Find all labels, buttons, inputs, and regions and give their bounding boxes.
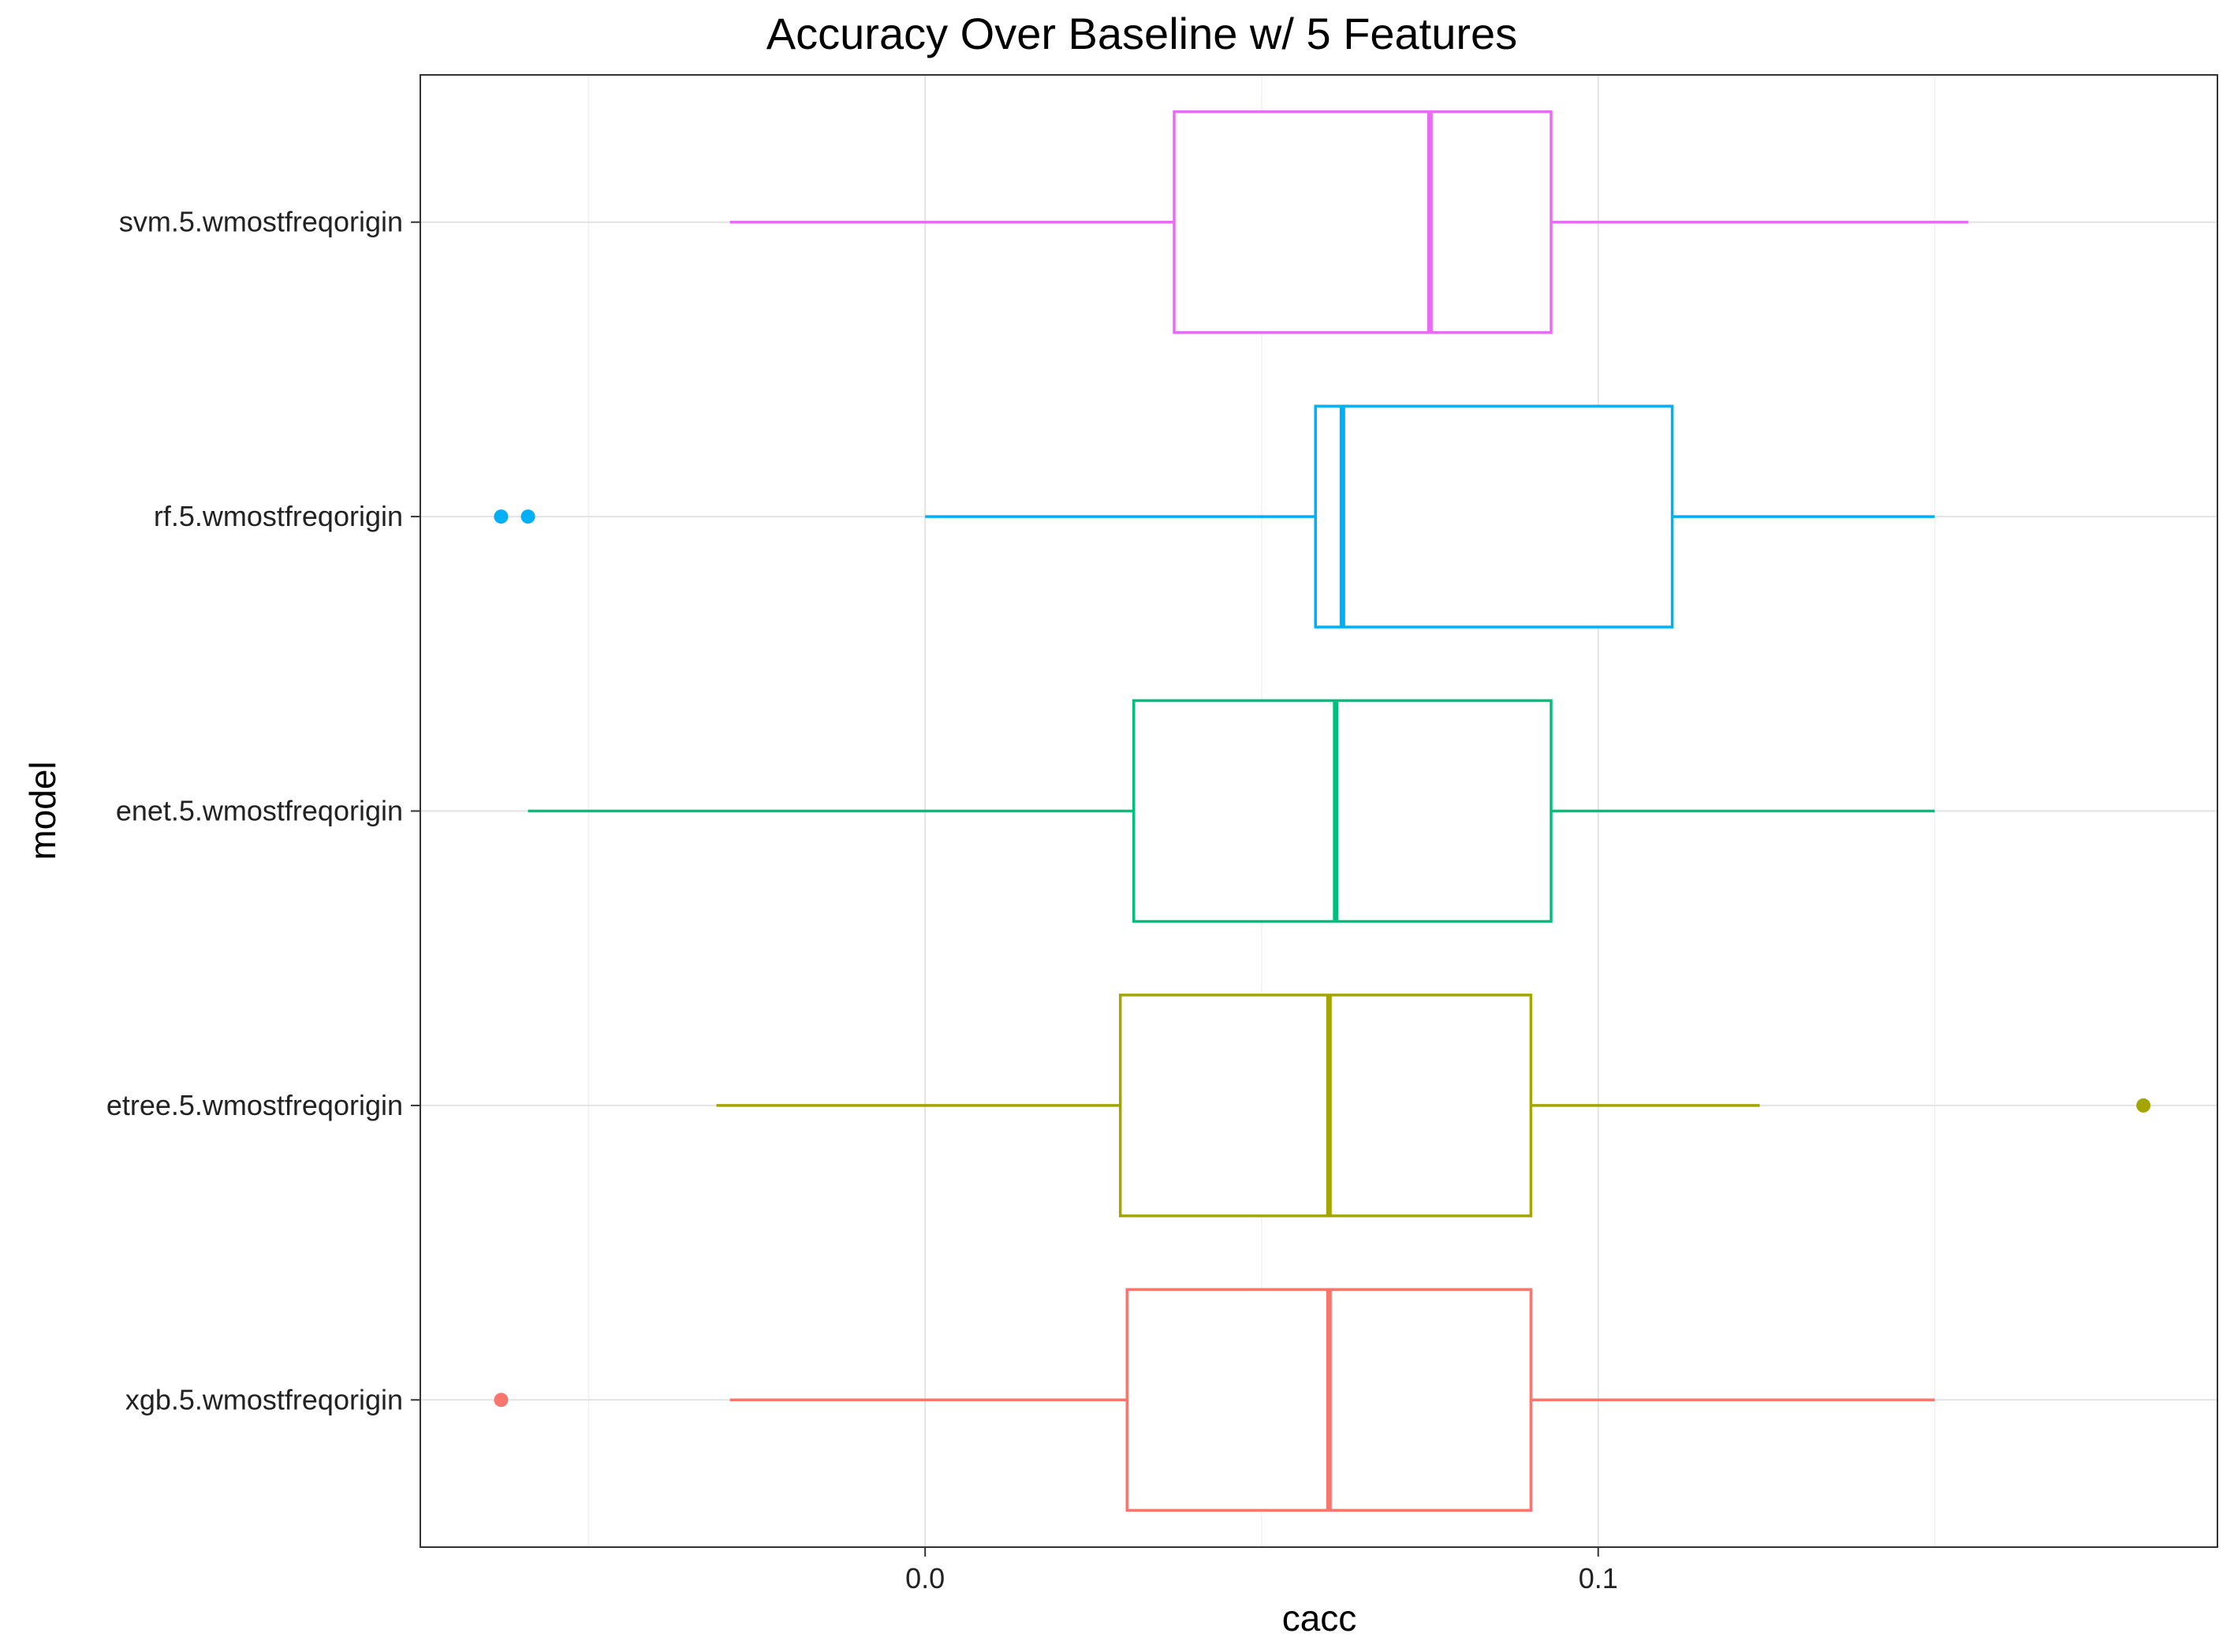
box-group bbox=[494, 1288, 1935, 1512]
box-group bbox=[716, 994, 2151, 1218]
y-tick-label: enet.5.wmostfreqorigin bbox=[116, 795, 403, 827]
x-tick-label: 0.1 bbox=[1579, 1562, 1618, 1594]
outlier-point bbox=[494, 1393, 509, 1408]
y-tick-label: rf.5.wmostfreqorigin bbox=[154, 500, 403, 532]
y-tick-label: etree.5.wmostfreqorigin bbox=[106, 1089, 403, 1121]
box-iqr bbox=[1314, 405, 1674, 628]
box-group bbox=[494, 405, 1935, 628]
outlier-point bbox=[2136, 1098, 2151, 1113]
box-layer bbox=[494, 110, 2151, 1512]
outlier-point bbox=[520, 509, 535, 524]
x-tick-label: 0.0 bbox=[905, 1562, 945, 1594]
box-iqr bbox=[1132, 699, 1553, 923]
box-iqr bbox=[1173, 110, 1553, 334]
y-axis-title: model bbox=[22, 761, 63, 860]
chart-title: Accuracy Over Baseline w/ 5 Features bbox=[766, 9, 1517, 58]
y-tick-label: xgb.5.wmostfreqorigin bbox=[125, 1383, 403, 1415]
box-iqr bbox=[1118, 994, 1533, 1218]
y-tick-label: svm.5.wmostfreqorigin bbox=[119, 206, 403, 238]
outlier-point bbox=[494, 509, 509, 524]
x-axis-title: cacc bbox=[1282, 1598, 1357, 1639]
axis-layer: xgb.5.wmostfreqorigin etree.5.wmostfreqor… bbox=[106, 206, 1618, 1594]
box-group bbox=[528, 699, 1935, 923]
box-group bbox=[729, 110, 1969, 334]
